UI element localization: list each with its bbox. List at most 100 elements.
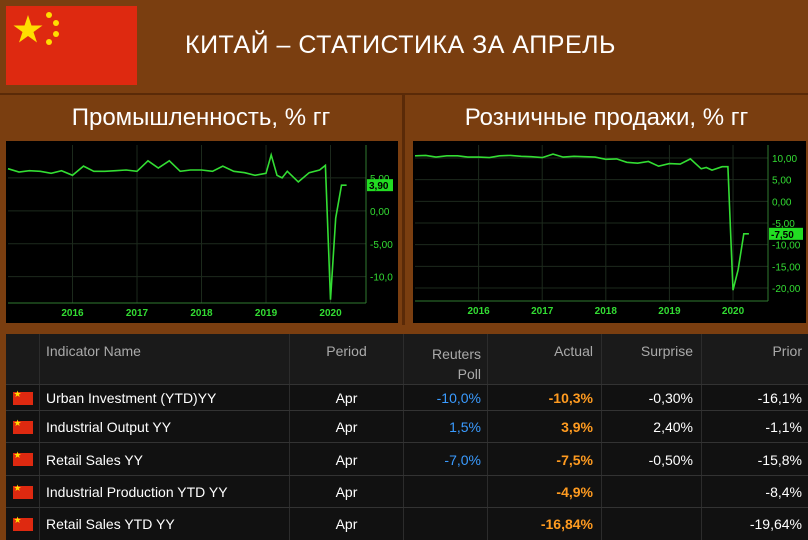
- row-flag-cell: [6, 411, 40, 443]
- header-period: Period: [290, 334, 404, 384]
- row-flag-cell: [6, 443, 40, 476]
- chart-title: Розничные продажи, % гг: [464, 104, 749, 131]
- industry-chart-svg: 201620172018201920205,000,00-5,00-10,03,…: [7, 145, 393, 319]
- big-star-icon: [13, 15, 43, 43]
- header-surprise: Surprise: [602, 334, 702, 384]
- y-tick-label: -5,00: [772, 219, 795, 230]
- y-tick-label: 0,00: [772, 197, 792, 208]
- x-tick-label: 2018: [595, 306, 618, 317]
- poll-value: [404, 508, 488, 540]
- row-flag-cell: [6, 385, 40, 411]
- china-flag-icon: [12, 418, 33, 434]
- x-tick-label: 2017: [126, 308, 149, 319]
- indicator-name: Industrial Output YY: [40, 411, 290, 443]
- surprise-value: -0,50%: [602, 443, 702, 476]
- current-value-label: -7,50: [771, 230, 794, 241]
- china-flag-icon: [12, 450, 33, 466]
- panel-divider: [402, 93, 405, 325]
- x-tick-label: 2016: [467, 306, 490, 317]
- retail-chart: 2016 2017 2018 2019 2020 10,00 5,00 0,00 -5,00 -1…: [413, 141, 806, 323]
- x-tick-label: 2019: [658, 306, 681, 317]
- period-value: Apr: [290, 476, 404, 508]
- x-tick-label: 2018: [190, 308, 213, 319]
- x-tick-label: 2019: [255, 308, 278, 319]
- y-tick-label: 10,00: [772, 154, 797, 165]
- period-value: Apr: [290, 411, 404, 443]
- china-flag-icon: [12, 515, 33, 531]
- title-bar: КИТАЙ – СТАТИСТИКА ЗА АПРЕЛЬ: [140, 0, 808, 90]
- current-value-box: [769, 227, 803, 240]
- period-value: Apr: [290, 443, 404, 476]
- indicator-name: Urban Investment (YTD)YY: [40, 385, 290, 411]
- actual-value: -4,9%: [488, 476, 602, 508]
- chart-header-retail: Розничные продажи, % гг: [405, 93, 808, 141]
- y-tick-label: 5,00: [772, 176, 792, 187]
- actual-value: -16,84%: [488, 508, 602, 540]
- x-tick-label: 2020: [722, 306, 745, 317]
- table-row[interactable]: Urban Investment (YTD)YYApr-10,0%-10,3%-…: [6, 384, 808, 411]
- table-header-row: Indicator Name Period Reuters Poll Actua…: [6, 334, 808, 384]
- actual-value: -10,3%: [488, 385, 602, 411]
- china-flag-icon: [6, 6, 137, 85]
- small-star-icon: [53, 20, 59, 26]
- header-prior: Prior: [772, 343, 802, 359]
- header-name: Indicator Name: [40, 334, 290, 384]
- surprise-value: -0,30%: [602, 385, 702, 411]
- current-value-box: [367, 179, 393, 192]
- china-flag: [6, 6, 137, 85]
- industry-chart: 201620172018201920205,000,00-5,00-10,03,…: [6, 141, 398, 323]
- row-flag-cell: [6, 476, 40, 508]
- header-flag-cell: [6, 334, 40, 384]
- current-value-label: 3,90: [369, 181, 389, 192]
- period-value: Apr: [290, 385, 404, 411]
- small-star-icon: [46, 12, 52, 18]
- indicators-table: Indicator Name Period Reuters Poll Actua…: [6, 334, 808, 540]
- indicator-name: Retail Sales YY: [40, 443, 290, 476]
- y-tick-label: -10,0: [370, 273, 393, 284]
- x-tick-label: 2020: [319, 308, 342, 319]
- series-line: [7, 151, 347, 300]
- prior-value: -19,64%: [749, 516, 802, 532]
- x-tick-label: 2016: [61, 308, 84, 319]
- y-tick-label: 0,00: [370, 207, 390, 218]
- small-star-icon: [46, 39, 52, 45]
- y-tick-label: -5,00: [370, 240, 393, 251]
- header-actual: Actual: [488, 334, 602, 384]
- series-line: [414, 153, 749, 291]
- surprise-value: [602, 508, 702, 540]
- header-poll: Reuters Poll: [404, 334, 488, 384]
- small-star-icon: [53, 31, 59, 37]
- chart-title: Промышленность, % гг: [71, 104, 331, 131]
- china-flag-icon: [12, 389, 33, 405]
- retail-chart-svg: 2016 2017 2018 2019 2020 10,00 5,00 0,00 -5,00 -1…: [414, 145, 803, 317]
- y-tick-label: -15,00: [772, 262, 801, 273]
- china-flag-icon: [12, 483, 33, 499]
- chart-header-industry: Промышленность, % гг: [0, 93, 402, 141]
- header-poll-line2: Poll: [457, 366, 481, 382]
- poll-value: -10,0%: [404, 385, 488, 411]
- row-flag-cell: [6, 508, 40, 540]
- poll-value: 1,5%: [404, 411, 488, 443]
- actual-value: -7,5%: [488, 443, 602, 476]
- prior-value: -16,1%: [757, 390, 802, 406]
- indicator-name: Industrial Production YTD YY: [40, 476, 290, 508]
- indicator-name: Retail Sales YTD YY: [40, 508, 290, 540]
- surprise-value: 2,40%: [602, 411, 702, 443]
- page-title: КИТАЙ – СТАТИСТИКА ЗА АПРЕЛЬ: [185, 30, 616, 59]
- prior-value: -8,4%: [765, 484, 802, 500]
- y-tick-label: -10,00: [772, 241, 801, 252]
- surprise-value: [602, 476, 702, 508]
- prior-value: -1,1%: [765, 419, 802, 435]
- y-tick-label: -20,00: [772, 284, 801, 295]
- x-tick-label: 2017: [531, 306, 554, 317]
- poll-value: [404, 476, 488, 508]
- period-value: Apr: [290, 508, 404, 540]
- header-poll-line1: Reuters: [431, 346, 481, 362]
- prior-value: -15,8%: [757, 451, 802, 468]
- poll-value: -7,0%: [404, 443, 488, 476]
- actual-value: 3,9%: [488, 411, 602, 443]
